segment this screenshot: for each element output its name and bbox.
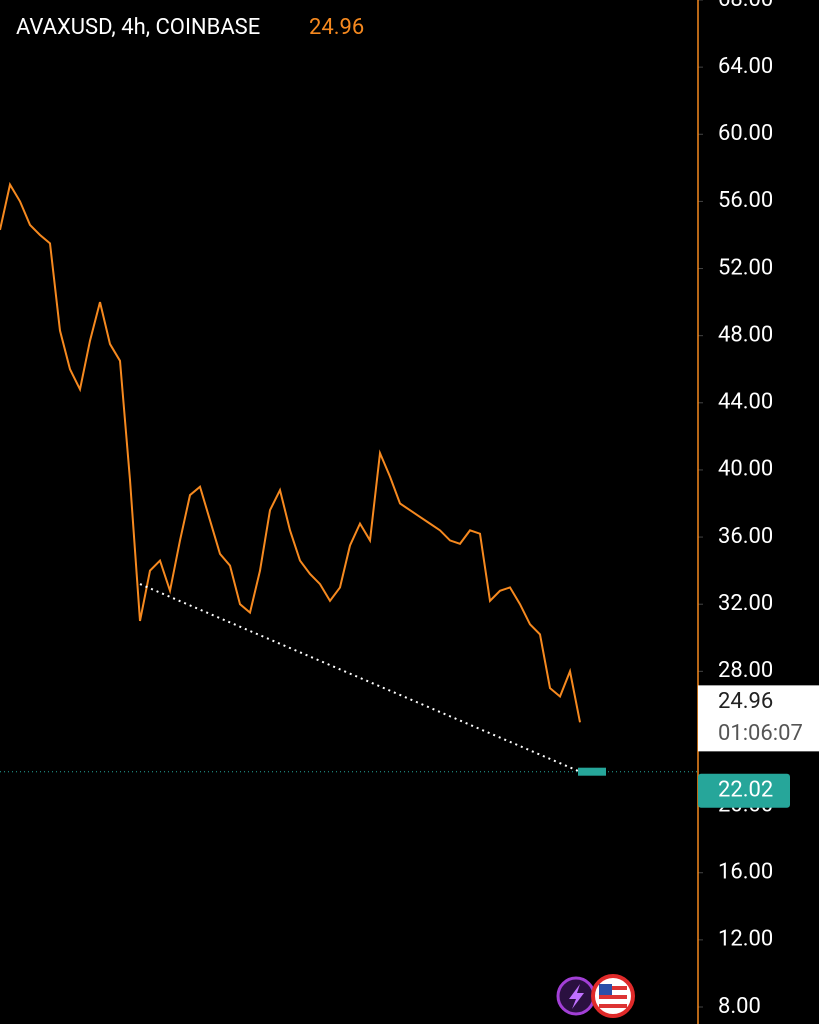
marker-label: 22.02 — [718, 778, 773, 803]
y-tick-label: 68.00 — [718, 0, 773, 12]
stripe — [599, 995, 627, 999]
stripe — [599, 986, 627, 990]
y-tick-label: 60.00 — [718, 121, 773, 146]
y-tick-label: 12.00 — [718, 927, 773, 952]
y-tick-label: 36.00 — [718, 524, 773, 549]
trendline — [139, 583, 581, 773]
price-line — [0, 181, 581, 723]
icons[interactable] — [556, 974, 635, 1018]
marker-label-bg — [698, 773, 790, 808]
y-tick-label: 32.00 — [718, 591, 773, 616]
last-price-header: 24.96 — [309, 15, 364, 40]
y-tick-label: 44.00 — [718, 390, 773, 415]
y-tick-label: 40.00 — [718, 457, 773, 482]
y-tick-label: 64.00 — [718, 54, 773, 79]
y-tick-label: 8.00 — [718, 994, 761, 1019]
y-tick-label: 16.00 — [718, 860, 773, 885]
y-tick-label: 48.00 — [718, 322, 773, 347]
y-tick-label: 52.00 — [718, 255, 773, 280]
last-price-label: 24.96 — [718, 689, 773, 714]
chart-title: AVAXUSD, 4h, COINBASE — [16, 15, 260, 40]
y-tick-label: 28.00 — [718, 658, 773, 683]
y-tick-label: 56.00 — [718, 188, 773, 213]
countdown-label: 01:06:07 — [718, 721, 803, 746]
stripe — [599, 1004, 627, 1008]
bolt — [569, 984, 584, 1009]
marker-box — [578, 767, 606, 776]
canton — [599, 984, 612, 995]
last-price-bg — [698, 685, 819, 752]
